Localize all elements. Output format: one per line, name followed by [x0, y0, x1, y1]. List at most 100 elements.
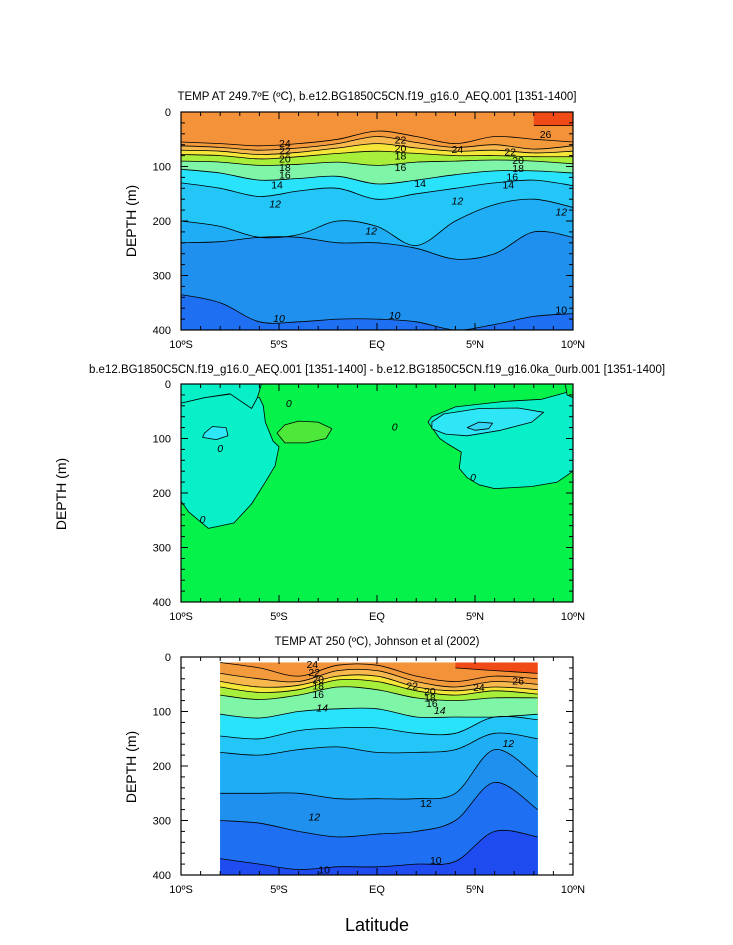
- x-tick-label: 5ºN: [466, 339, 484, 351]
- x-tick-label: 10ºS: [169, 339, 193, 351]
- isotherm-line: [180, 159, 574, 166]
- contour-label: 10: [389, 310, 401, 322]
- panel-top-ylabel: DEPTH (m): [123, 185, 139, 257]
- contour-label: 16: [312, 689, 324, 701]
- isotherm-line: [180, 130, 574, 147]
- y-tick-label: 100: [153, 434, 171, 446]
- contour-band: [533, 112, 573, 126]
- contour-label: 14: [502, 179, 514, 191]
- figure-shared-ylabel: DEPTH (m): [53, 458, 69, 530]
- isotherm-line: [220, 749, 538, 800]
- x-tick-label: EQ: [369, 611, 385, 623]
- isotherm-line: [180, 168, 574, 185]
- contour-label-zero: 0: [470, 472, 476, 484]
- x-tick-label: 10ºS: [169, 884, 193, 896]
- contour-label: 26: [540, 129, 552, 141]
- panel-middle-contour-fill: [180, 383, 574, 602]
- contour-band: [455, 662, 538, 674]
- panel-top-title: TEMP AT 249.7ºE (ºC), b.e12.BG1850C5CN.f…: [177, 91, 576, 103]
- contour-label: 16: [395, 162, 407, 174]
- contour-band: [181, 231, 573, 330]
- x-tick-label: 5ºS: [270, 611, 287, 623]
- isotherm-line: [180, 294, 574, 331]
- diff-negative-blob-east: [431, 407, 544, 437]
- contour-label: 18: [395, 150, 407, 162]
- x-axis-label: Latitude: [345, 915, 409, 935]
- y-tick-label: 0: [165, 652, 171, 664]
- panel-bottom-title: TEMP AT 250 (ºC), Johnson et al (2002): [275, 636, 480, 648]
- contour-label: 10: [555, 305, 567, 317]
- x-tick-label: 10ºS: [169, 611, 193, 623]
- panel-bottom-ylabel: DEPTH (m): [123, 731, 139, 803]
- panel-top-contour-fill: [181, 112, 573, 331]
- y-tick-label: 300: [153, 816, 171, 828]
- contour-label: 22: [504, 147, 516, 159]
- isotherm-line: [220, 668, 538, 688]
- contour-label: 14: [414, 178, 426, 190]
- isotherm-line: [180, 198, 574, 246]
- diff-negative-core-east: [466, 421, 493, 431]
- contour-label: 18: [512, 163, 524, 175]
- contour-label: 24: [473, 682, 485, 694]
- y-tick-label: 400: [153, 325, 171, 337]
- isotherm-line: [220, 674, 538, 692]
- contour-label: 18: [279, 162, 291, 174]
- isotherm-line: [220, 678, 538, 696]
- y-tick-label: 200: [153, 488, 171, 500]
- isotherm-line: [455, 667, 538, 674]
- isotherm-line: [180, 136, 574, 151]
- panel-top-contour-lines: [180, 125, 574, 331]
- isotherm-line: [220, 732, 538, 756]
- x-tick-label: 5ºS: [270, 339, 287, 351]
- diff-negative-blob-west: [202, 426, 229, 440]
- contour-label: 12: [365, 226, 377, 238]
- contour-label: 20: [395, 143, 407, 155]
- y-tick-label: 0: [165, 379, 171, 391]
- x-tick-label: 5ºS: [270, 884, 287, 896]
- contour-label: 10: [273, 313, 285, 325]
- panel-bottom: TEMP AT 250 (ºC), Johnson et al (2002) 2…: [123, 636, 585, 896]
- isotherm-line: [180, 150, 574, 160]
- contour-label: 22: [395, 135, 407, 147]
- contour-label: 16: [506, 172, 518, 184]
- y-tick-label: 300: [153, 271, 171, 283]
- contour-label: 20: [312, 674, 324, 686]
- contour-label: 14: [316, 703, 328, 715]
- panel-middle-axes: 0 100 200 300 400 10ºS 5ºS EQ 5ºN 10ºN: [153, 379, 586, 623]
- contour-label: 24: [279, 138, 291, 150]
- contour-label: 22: [308, 667, 320, 679]
- contour-label: 20: [512, 155, 524, 167]
- isotherm-line: [220, 686, 538, 702]
- panel-bottom-axes: 0 100 200 300 400 10ºS 5ºS EQ 5ºN 10ºN: [153, 652, 586, 896]
- y-tick-label: 100: [153, 162, 171, 174]
- y-tick-label: 200: [153, 761, 171, 773]
- contour-label: 18: [312, 681, 324, 693]
- x-tick-label: EQ: [369, 339, 385, 351]
- panel-bottom-contour-fill: [220, 662, 538, 875]
- contour-label: 18: [424, 693, 436, 705]
- contour-label: 14: [434, 705, 446, 717]
- contour-label: 12: [452, 196, 464, 208]
- diff-negative-region-east: [427, 383, 574, 489]
- y-tick-label: 400: [153, 597, 171, 609]
- contour-label: 12: [502, 738, 514, 750]
- diff-positive-blob: [276, 420, 333, 444]
- contour-label: 12: [555, 207, 567, 219]
- contour-label: 16: [426, 698, 438, 710]
- x-tick-label: 10ºN: [561, 339, 585, 351]
- isotherm-line: [220, 781, 538, 838]
- y-tick-label: 200: [153, 216, 171, 228]
- contour-label-zero: 0: [217, 443, 223, 455]
- isotherm-line: [180, 179, 574, 200]
- x-tick-label: 10ºN: [561, 884, 585, 896]
- contour-label: 16: [279, 169, 291, 181]
- panel-top-axes: 0 100 200 300 400 10ºS 5ºS EQ 5ºN 10ºN: [153, 107, 586, 351]
- panel-middle: b.e12.BG1850C5CN.f19_g16.0_AEQ.001 [1351…: [53, 364, 665, 623]
- x-tick-label: 10ºN: [561, 611, 585, 623]
- panel-middle-title: b.e12.BG1850C5CN.f19_g16.0_AEQ.001 [1351…: [89, 364, 665, 376]
- isotherm-line: [220, 662, 538, 682]
- contour-label-zero: 0: [286, 398, 292, 410]
- contour-label: 24: [452, 144, 464, 156]
